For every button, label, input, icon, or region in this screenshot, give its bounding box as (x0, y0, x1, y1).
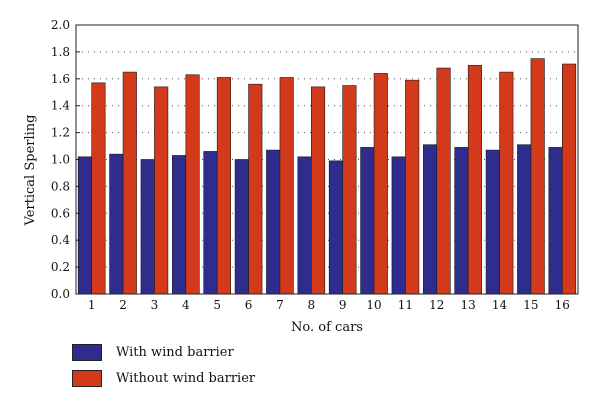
x-axis-title: No. of cars (291, 320, 363, 335)
bar-with-wind-barrier-car-14 (485, 149, 500, 295)
bar-with-wind-barrier-car-15 (517, 144, 532, 295)
bar-with-wind-barrier-car-11 (391, 156, 406, 295)
bar-without-wind-barrier-car-8 (311, 86, 326, 295)
x-tick-label: 13 (461, 298, 476, 312)
y-tick-label: 1.0 (51, 153, 70, 167)
bar-with-wind-barrier-car-4 (172, 155, 187, 295)
x-tick-label: 14 (492, 298, 508, 312)
bar-without-wind-barrier-car-1 (91, 82, 106, 295)
bars (77, 58, 577, 295)
x-tick-label: 9 (339, 298, 347, 312)
x-tick-label: 8 (307, 298, 315, 312)
bar-without-wind-barrier-car-5 (216, 77, 231, 295)
y-tick-label: 0.6 (51, 206, 70, 220)
y-tick-label: 1.2 (51, 126, 70, 140)
bar-without-wind-barrier-car-12 (436, 67, 451, 295)
y-tick-label: 0.8 (51, 179, 70, 193)
x-tick-label: 2 (119, 298, 127, 312)
x-tick-label: 4 (182, 298, 190, 312)
bar-with-wind-barrier-car-7 (266, 149, 281, 295)
x-tick-label: 16 (555, 298, 570, 312)
bar-with-wind-barrier-car-5 (203, 151, 218, 295)
bar-without-wind-barrier-car-7 (279, 77, 294, 295)
x-tick-label: 15 (523, 298, 538, 312)
bar-without-wind-barrier-car-14 (499, 71, 514, 295)
y-tick-label: 1.8 (51, 45, 70, 59)
x-tick-label: 6 (245, 298, 253, 312)
bar-with-wind-barrier-car-8 (297, 156, 312, 295)
x-tick-label: 11 (398, 298, 413, 312)
bar-without-wind-barrier-car-13 (467, 65, 482, 295)
bar-with-wind-barrier-car-12 (423, 144, 438, 295)
y-tick-label: 1.4 (51, 99, 70, 113)
legend: With wind barrier Without wind barrier (72, 341, 255, 393)
bar-with-wind-barrier-car-1 (77, 156, 92, 295)
bar-with-wind-barrier-car-10 (360, 147, 375, 295)
bar-without-wind-barrier-car-16 (562, 63, 577, 295)
y-tick-label: 1.6 (51, 72, 70, 86)
legend-label-without-wind-barrier: Without wind barrier (116, 370, 256, 386)
bar-without-wind-barrier-car-9 (342, 85, 357, 295)
bar-with-wind-barrier-car-16 (548, 147, 563, 295)
y-tick-label: 2.0 (51, 18, 70, 32)
bar-without-wind-barrier-car-4 (185, 74, 200, 295)
legend-item-with-wind-barrier: With wind barrier (72, 341, 255, 363)
y-tick-label: 0.0 (51, 287, 70, 301)
y-axis-title: Vertical Sperling (23, 115, 38, 227)
y-axis-ticks: 0.0 0.2 0.4 0.6 0.8 1.0 1.2 1.4 1.6 1.8 2.0 (51, 18, 80, 301)
bar-without-wind-barrier-car-11 (405, 79, 420, 295)
bar-with-wind-barrier-car-9 (328, 160, 343, 295)
legend-swatch-without-wind-barrier (72, 369, 102, 387)
legend-swatch-with-wind-barrier (72, 343, 102, 361)
bar-with-wind-barrier-car-3 (140, 159, 155, 295)
bar-with-wind-barrier-car-2 (109, 153, 124, 295)
x-tick-label: 5 (213, 298, 221, 312)
x-tick-label: 12 (429, 298, 444, 312)
bar-without-wind-barrier-car-15 (530, 58, 545, 295)
legend-item-without-wind-barrier: Without wind barrier (72, 367, 255, 389)
bar-with-wind-barrier-car-6 (234, 159, 249, 295)
x-tick-label: 3 (151, 298, 159, 312)
bar-without-wind-barrier-car-10 (373, 73, 388, 295)
bar-with-wind-barrier-car-13 (454, 147, 469, 295)
legend-label-with-wind-barrier: With wind barrier (116, 344, 234, 360)
y-tick-label: 0.2 (51, 260, 70, 274)
x-tick-label: 10 (366, 298, 381, 312)
x-axis-ticks: 1 2 3 4 5 6 7 8 9 10 11 12 13 14 15 16 (88, 298, 570, 312)
x-tick-label: 1 (88, 298, 96, 312)
bar-without-wind-barrier-car-6 (248, 83, 263, 295)
x-tick-label: 7 (276, 298, 284, 312)
y-tick-label: 0.4 (51, 233, 70, 247)
bar-without-wind-barrier-car-3 (154, 86, 169, 295)
bar-without-wind-barrier-car-2 (122, 71, 137, 295)
